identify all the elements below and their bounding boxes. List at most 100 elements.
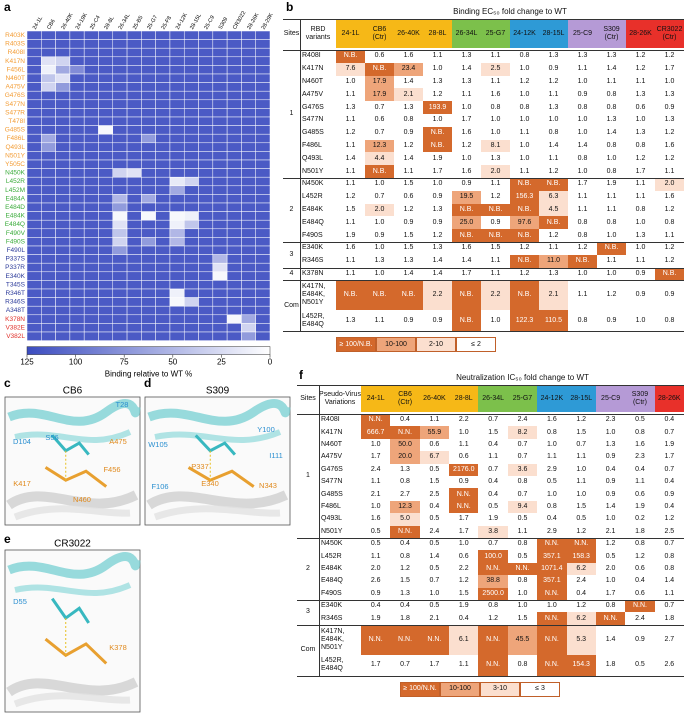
heatmap-cell bbox=[26, 151, 42, 161]
table-cell: 2.4 bbox=[507, 414, 538, 427]
heatmap-cell bbox=[198, 151, 214, 161]
heatmap-cell bbox=[169, 271, 185, 281]
heatmap-cell bbox=[126, 331, 142, 341]
heatmap-cell bbox=[255, 245, 271, 255]
table-cell: 1.3 bbox=[626, 229, 655, 242]
table-cell: N.N. bbox=[507, 562, 538, 576]
heatmap-cell bbox=[41, 331, 56, 341]
table-cell: 1.7 bbox=[361, 451, 391, 464]
heatmap-cell bbox=[98, 202, 114, 212]
table-cell: 1.6 bbox=[537, 414, 567, 427]
variant-label: G485S bbox=[302, 129, 324, 137]
antibody-ribbon bbox=[154, 429, 282, 443]
table-cell: 1.3 bbox=[423, 75, 452, 89]
heatmap-cell bbox=[126, 254, 142, 264]
heatmap-cell bbox=[226, 305, 242, 316]
heatmap-cell bbox=[69, 211, 85, 221]
table-cell: 0.8 bbox=[568, 152, 597, 166]
heatmap-cell bbox=[98, 254, 114, 264]
heatmap-cell bbox=[41, 202, 56, 212]
heatmap-cell bbox=[41, 211, 56, 221]
heatmap-cell bbox=[69, 219, 85, 230]
row-label: L452R bbox=[6, 178, 25, 185]
table-cell: 1.2 bbox=[336, 190, 365, 204]
table-cell: 1.3 bbox=[390, 463, 420, 476]
table-cell: 1.3 bbox=[394, 101, 423, 114]
table-cell: N.N. bbox=[361, 624, 391, 655]
table-cell: 6.2 bbox=[566, 562, 596, 576]
table-cell: 1.5 bbox=[449, 587, 479, 600]
heatmap-cell bbox=[241, 168, 256, 178]
table-cell: 0.9 bbox=[365, 229, 394, 242]
heatmap-cell bbox=[212, 211, 228, 221]
column-header: 28-8L bbox=[423, 20, 452, 48]
heatmap-cell bbox=[169, 39, 185, 49]
column-label: 26-40K bbox=[61, 12, 75, 31]
column-label: 26-34L bbox=[118, 13, 132, 31]
heatmap-cell bbox=[255, 90, 271, 101]
heatmap-cell bbox=[55, 39, 71, 49]
heatmap-cell bbox=[241, 237, 256, 247]
colorbar bbox=[26, 346, 271, 355]
rbd-ribbon bbox=[6, 677, 139, 697]
heatmap-cell bbox=[126, 108, 142, 118]
heatmap-cell bbox=[141, 99, 156, 109]
heatmap-cell bbox=[83, 142, 99, 152]
heatmap-cell bbox=[55, 30, 71, 40]
heatmap-cell bbox=[241, 314, 256, 324]
panel-label: e bbox=[4, 532, 11, 546]
table-cell: 17.9 bbox=[365, 75, 394, 89]
heatmap-cell bbox=[198, 305, 214, 316]
heatmap-cell bbox=[212, 194, 228, 204]
heatmap-cell bbox=[241, 323, 256, 333]
heatmap-cell bbox=[255, 116, 271, 126]
panel-label: b bbox=[286, 0, 293, 14]
table-cell: N.N. bbox=[537, 612, 567, 625]
column-header: CB6 (Ctr) bbox=[390, 386, 420, 412]
heatmap-cell bbox=[226, 39, 242, 49]
row-label: R403K bbox=[5, 32, 26, 39]
column-label: 25-C4 bbox=[89, 15, 102, 31]
heatmap-cell bbox=[183, 168, 199, 178]
heatmap-cell bbox=[212, 280, 228, 290]
table-cell: 2.7 bbox=[390, 488, 420, 501]
table-cell: 0.9 bbox=[449, 476, 479, 489]
heatmap-cell bbox=[112, 159, 128, 169]
heatmap-cell bbox=[169, 116, 185, 126]
table-cell: 1.4 bbox=[394, 267, 423, 281]
heatmap-cell bbox=[212, 202, 228, 212]
variant-label: F490S bbox=[302, 231, 323, 239]
heatmap-cell bbox=[169, 65, 185, 75]
heatmap-cell bbox=[41, 39, 56, 49]
table-cell: 0.4 bbox=[390, 538, 420, 551]
heatmap-cell bbox=[241, 125, 256, 135]
heatmap-cell bbox=[126, 65, 142, 75]
table-cell: 1.4 bbox=[568, 139, 597, 153]
table-cell: 1.3 bbox=[390, 587, 420, 600]
table-cell: 7.6 bbox=[336, 62, 365, 76]
site-label: 3 bbox=[289, 250, 294, 258]
legend-item: ≥ 100/N.N. bbox=[400, 681, 440, 697]
heatmap-cell bbox=[112, 65, 128, 75]
table-cell: 0.9 bbox=[394, 126, 423, 140]
group-rule bbox=[297, 600, 684, 601]
heatmap-cell bbox=[183, 185, 199, 195]
table-cell: N.B. bbox=[452, 229, 481, 242]
site-label: 1 bbox=[289, 110, 294, 117]
table-cell: 0.9 bbox=[394, 216, 423, 230]
table-cell: 12.3 bbox=[365, 139, 394, 153]
heatmap-cell bbox=[241, 65, 256, 75]
table-cell: 0.7 bbox=[654, 538, 684, 551]
row-label: Y505C bbox=[5, 161, 25, 168]
heatmap-cell bbox=[255, 323, 271, 333]
heatmap-cell bbox=[169, 176, 185, 187]
heatmap-cell bbox=[169, 133, 185, 144]
heatmap-cell bbox=[183, 73, 199, 83]
heatmap-cell bbox=[141, 254, 156, 264]
heatmap-cell bbox=[112, 297, 128, 307]
table-cell: 1.2 bbox=[423, 229, 452, 242]
heatmap-cell bbox=[83, 323, 99, 333]
heatmap-cell bbox=[55, 331, 71, 341]
heatmap-cell bbox=[41, 297, 56, 307]
heatmap-cell bbox=[26, 254, 42, 264]
